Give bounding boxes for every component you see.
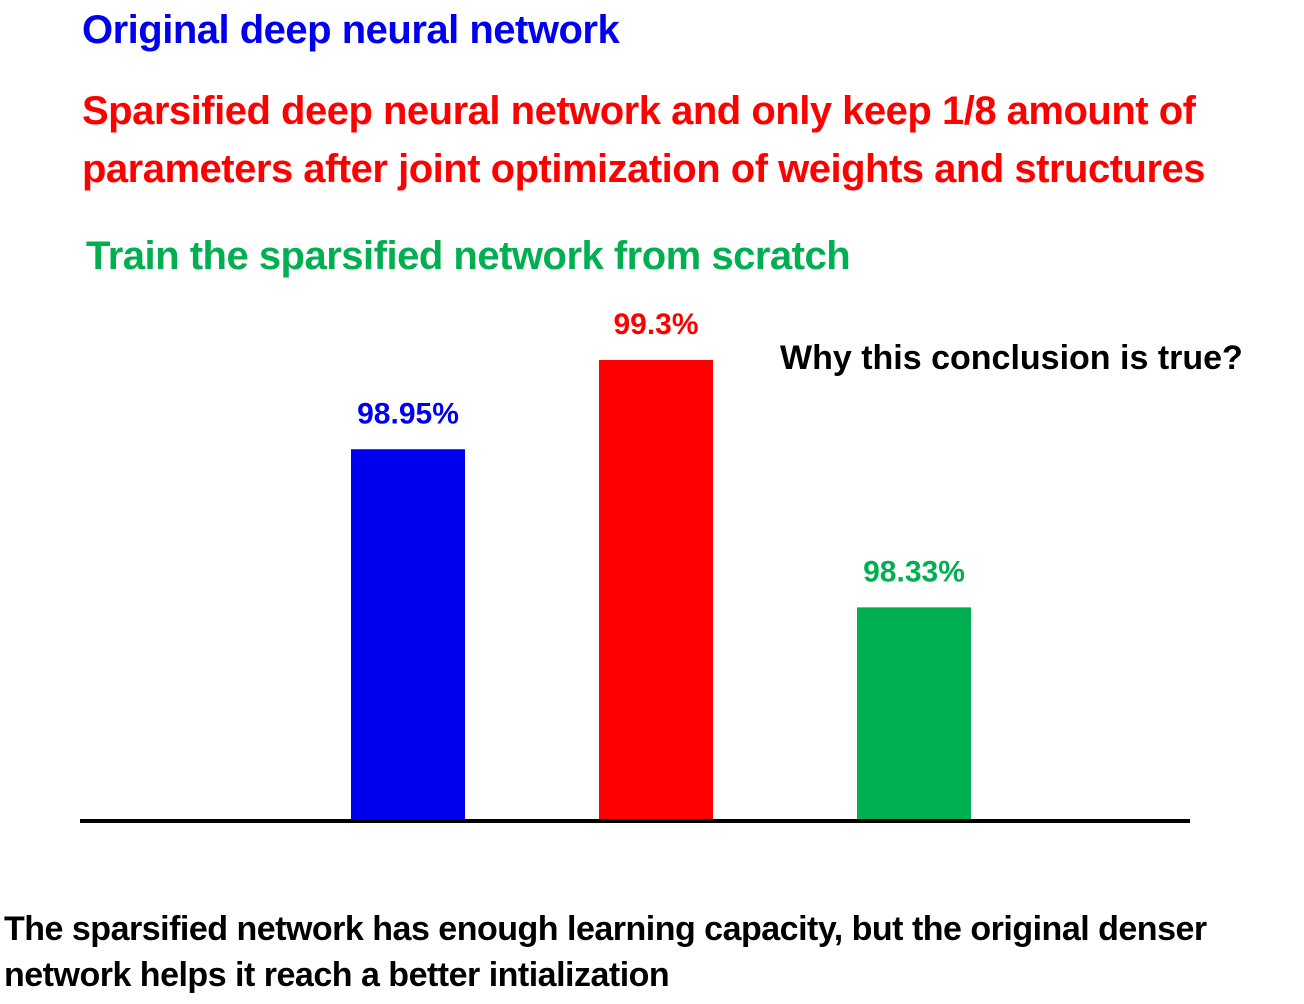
bars-group: 98.95% 99.3% 98.33% (351, 308, 971, 819)
legend-sparsified: Sparsified deep neural network and only … (82, 82, 1206, 198)
legend-sparsified-line1: Sparsified deep neural network and only … (82, 89, 1196, 133)
bar-value-label-2: 99.3% (613, 308, 698, 341)
conclusion-text: The sparsified network has enough learni… (4, 910, 1207, 994)
question-text: Why this conclusion is true? (780, 339, 1243, 377)
bar-value-label-3: 98.33% (863, 555, 965, 588)
legend-original: Original deep neural network (82, 8, 620, 52)
legend-scratch: Train the sparsified network from scratc… (86, 234, 851, 278)
legend-sparsified-line2: parameters after joint optimization of w… (82, 147, 1206, 191)
bar-value-label-1: 98.95% (357, 397, 459, 430)
bar-3 (857, 607, 971, 819)
bar-2 (599, 360, 713, 819)
bar-1 (351, 449, 465, 819)
